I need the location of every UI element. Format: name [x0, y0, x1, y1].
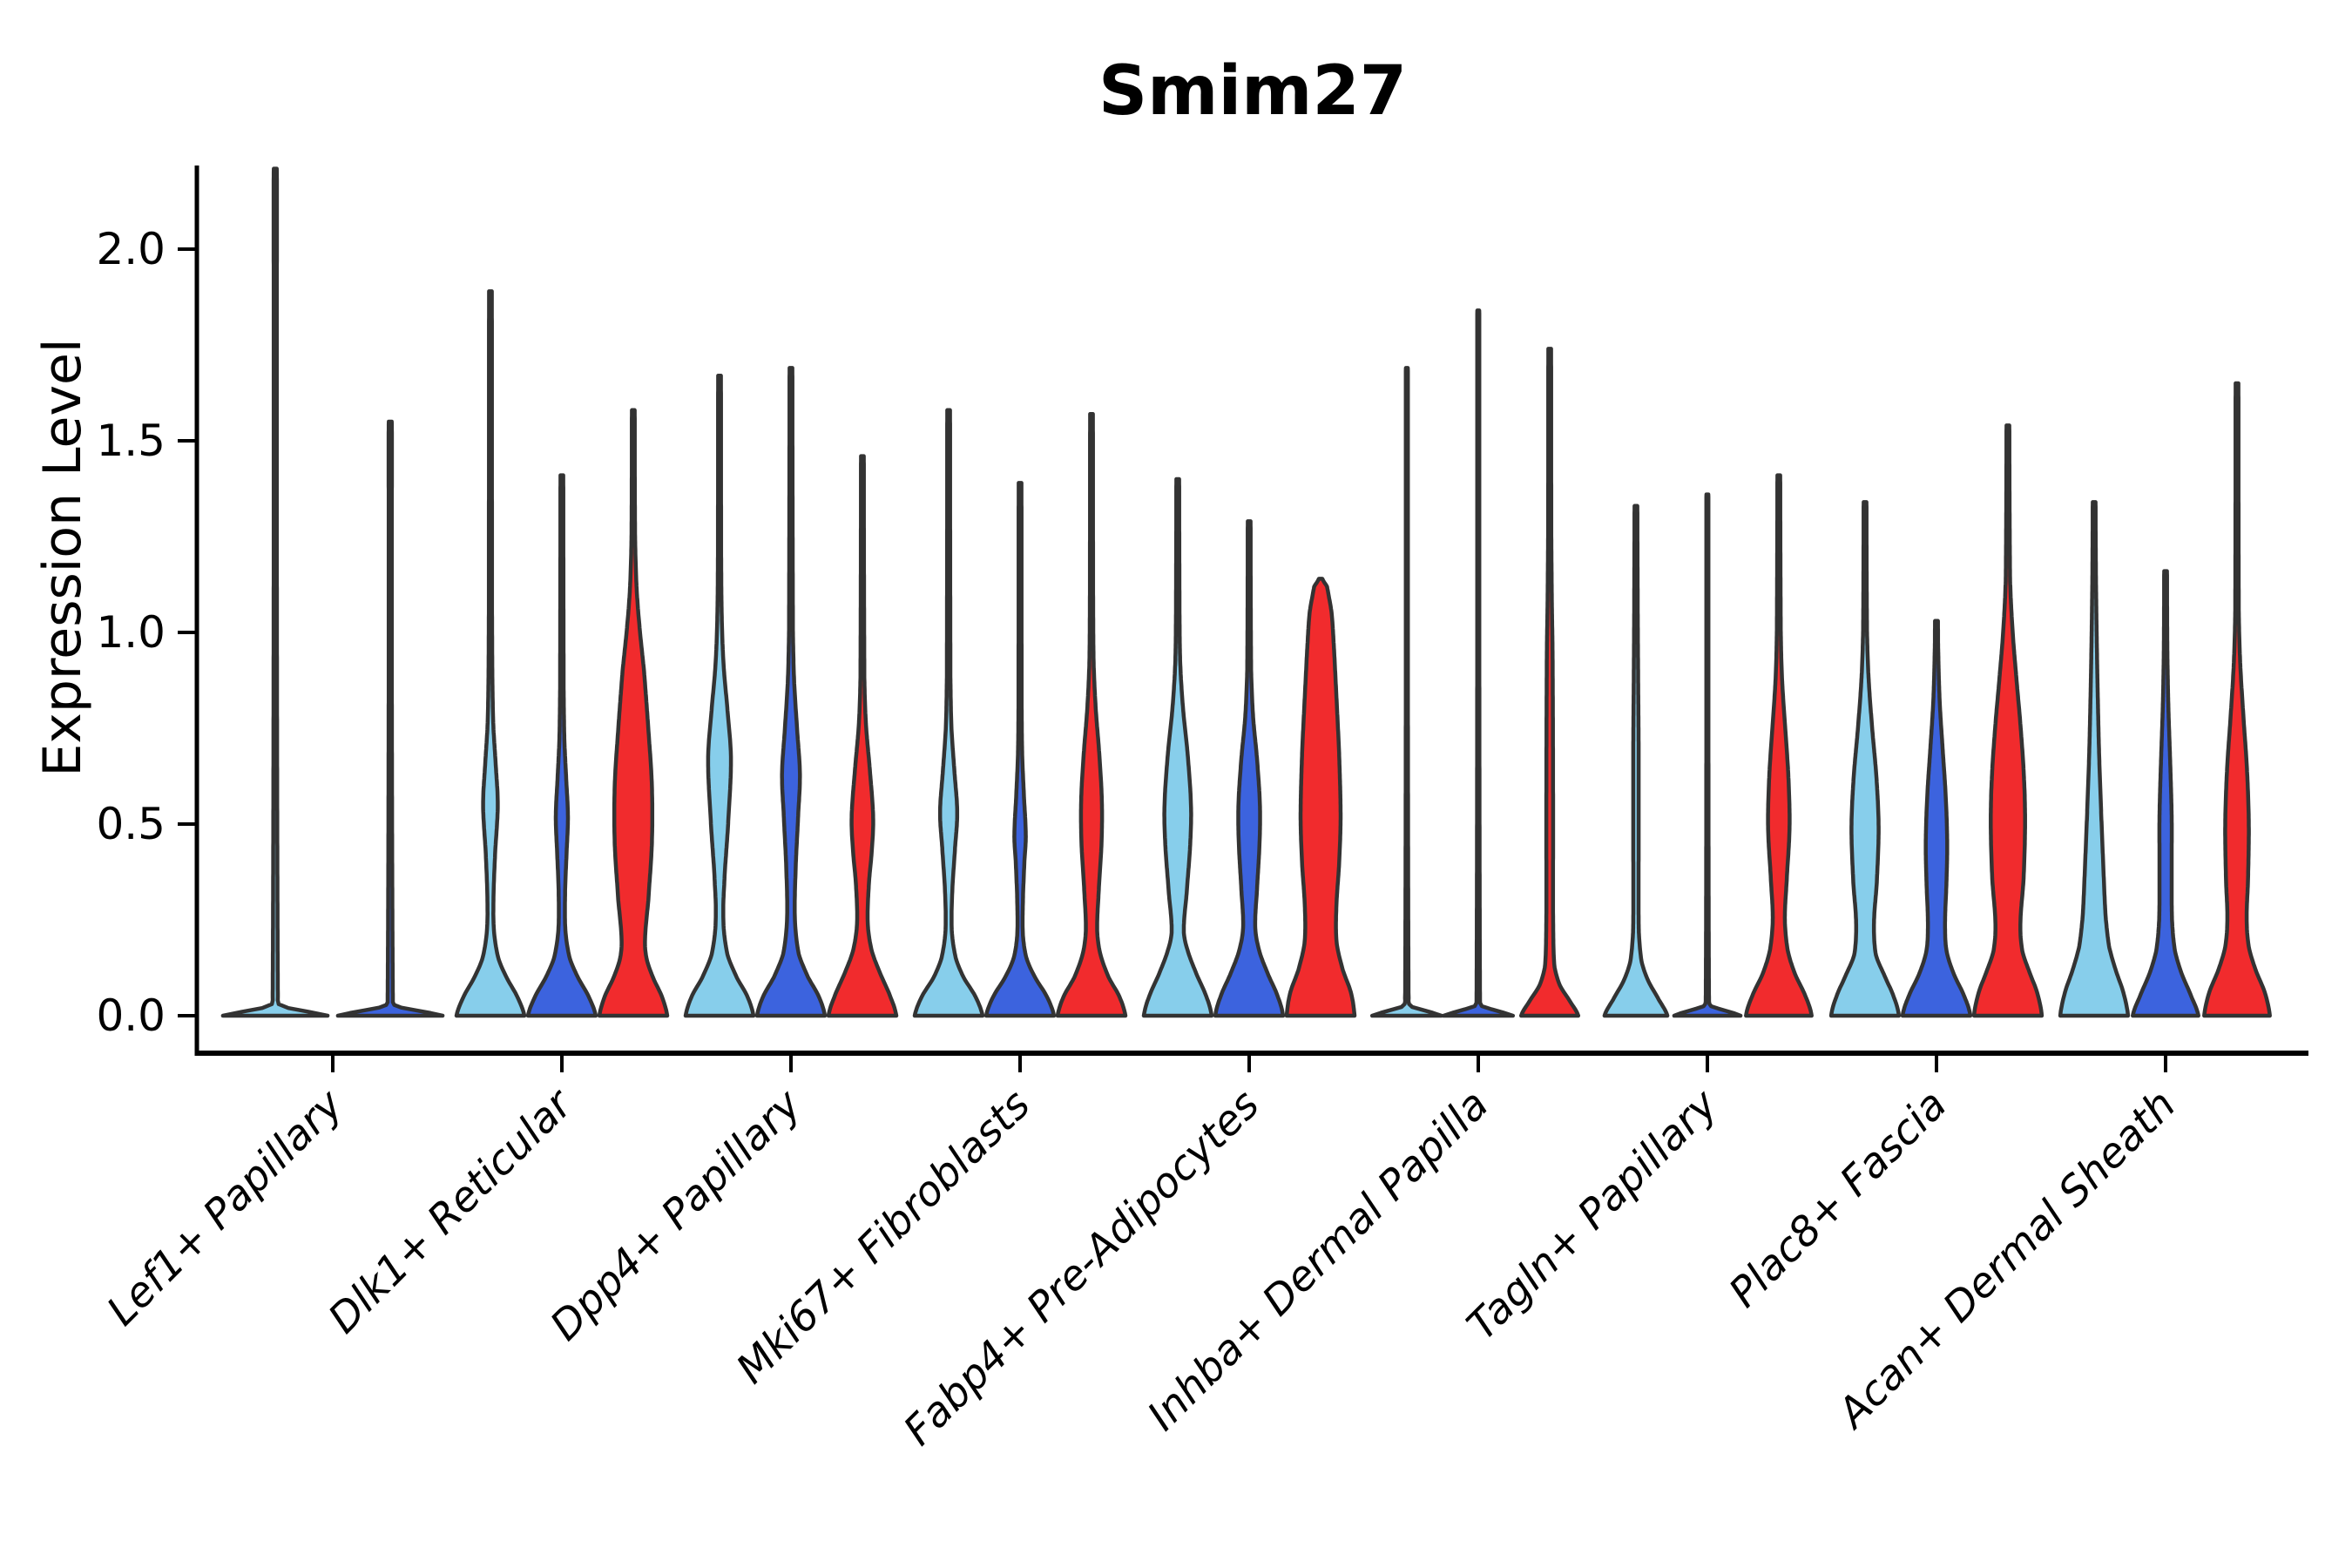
- violin-royal-tagln-papillary: [1672, 492, 1743, 1018]
- violin-red-fabp4-pre-adipocytes: [1284, 577, 1357, 1018]
- violin-royal-dlk1-reticular: [525, 473, 598, 1018]
- violin-sky-fabp4-pre-adipocytes: [1141, 476, 1214, 1018]
- violin-sky-tagln-papillary: [1602, 504, 1670, 1018]
- violin-royal-inhba-dermal-papilla: [1441, 308, 1516, 1018]
- x-tick-label: Dpp4+ Papillary: [541, 1080, 811, 1350]
- violin-red-tagln-papillary: [1744, 473, 1814, 1018]
- violin-red-dpp4-papillary: [826, 454, 899, 1018]
- y-tick-label: 0.0: [96, 990, 166, 1041]
- x-tick-label: Dlk1+ Reticular: [320, 1079, 584, 1343]
- violin-red-acan-dermal-sheath: [2202, 381, 2272, 1018]
- y-tick-label: 1.0: [96, 607, 166, 658]
- violin-sky-inhba-dermal-papilla: [1369, 366, 1444, 1018]
- violin-royal-dpp4-papillary: [754, 366, 828, 1018]
- violin-red-mki67-fibroblasts: [1055, 411, 1128, 1018]
- violin-royal-plac8-fascia: [1900, 618, 1973, 1018]
- y-axis-label: Expression Level: [32, 338, 93, 777]
- violin-sky-dpp4-papillary: [683, 373, 756, 1018]
- y-tick-label: 2.0: [96, 224, 166, 274]
- violin-sky-mki67-fibroblasts: [912, 408, 985, 1018]
- violin-royal-mki67-fibroblasts: [983, 481, 1057, 1018]
- violin-red-inhba-dermal-papilla: [1518, 347, 1581, 1018]
- violin-sky-lef1-papillary: [220, 166, 330, 1018]
- violin-sky-plac8-fascia: [1828, 500, 1902, 1018]
- violin-royal-lef1-papillary: [335, 419, 445, 1018]
- x-tick-label: Tagln+ Papillary: [1458, 1080, 1728, 1350]
- x-tick-label: Plac8+ Fascia: [1720, 1081, 1956, 1317]
- violin-red-dlk1-reticular: [597, 408, 670, 1018]
- violin-sky-acan-dermal-sheath: [2058, 500, 2131, 1018]
- violin-sky-dlk1-reticular: [454, 289, 527, 1018]
- violin-royal-fabp4-pre-adipocytes: [1213, 519, 1286, 1018]
- y-tick-label: 1.5: [96, 416, 166, 466]
- chart-title: Smim27: [1098, 52, 1408, 131]
- violin-red-plac8-fascia: [1971, 423, 2044, 1018]
- violin-royal-acan-dermal-sheath: [2131, 569, 2200, 1018]
- y-tick-label: 0.5: [96, 799, 166, 849]
- x-tick-label: Lef1+ Papillary: [98, 1080, 353, 1335]
